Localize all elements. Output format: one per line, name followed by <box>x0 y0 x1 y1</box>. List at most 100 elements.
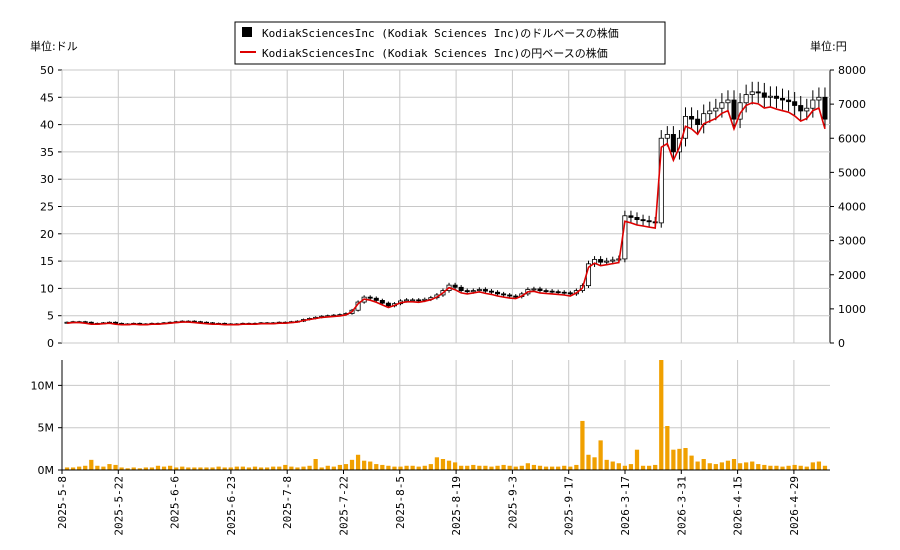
volume-bar <box>240 466 245 470</box>
x-tick-label: 2026-4-29 <box>788 476 801 536</box>
x-tick-label: 2025-8-19 <box>450 476 463 536</box>
price-tick-label: 15 <box>40 255 54 268</box>
volume-bar <box>155 465 161 470</box>
volume-bar <box>265 467 270 470</box>
volume-bar <box>64 467 70 470</box>
volume-bar <box>762 464 767 470</box>
price-tick-label: 35 <box>40 146 54 159</box>
volume-bar <box>307 465 312 470</box>
volume-bar <box>180 466 185 470</box>
candle-body <box>610 259 616 262</box>
candle-body <box>743 94 749 104</box>
volume-bar <box>574 464 579 470</box>
candle-body <box>749 91 755 95</box>
volume-bar <box>471 464 476 470</box>
candle-body <box>561 291 567 294</box>
volume-bar <box>174 467 179 470</box>
candle-body <box>452 284 458 288</box>
volume-bar <box>683 448 688 470</box>
volume-bar <box>452 462 458 470</box>
volume-bar <box>495 465 500 470</box>
candle-body <box>816 96 822 101</box>
x-tick-label: 2025-6-6 <box>169 476 182 529</box>
candle-body <box>773 95 779 99</box>
volume-bar <box>628 464 634 470</box>
volume-bar <box>234 466 239 470</box>
volume-bar <box>368 461 373 470</box>
volume-panel: 0M 5M 10M <box>31 360 830 477</box>
volume-bar <box>167 465 173 470</box>
volume-bar <box>477 465 482 470</box>
candle-body <box>695 118 701 125</box>
candle-body <box>628 215 634 218</box>
volume-bar <box>804 466 809 470</box>
candle-body <box>482 289 488 292</box>
yen-tick-label: 5000 <box>838 166 866 179</box>
candle-body <box>458 286 464 291</box>
volume-bar <box>459 465 464 470</box>
candle-body <box>385 302 391 307</box>
volume-bar <box>671 449 676 470</box>
candle-body <box>470 290 476 293</box>
volume-bar <box>519 465 524 470</box>
volume-bar <box>549 466 555 470</box>
candle-body <box>786 99 792 103</box>
volume-bar <box>410 465 415 470</box>
candle-body <box>761 92 767 98</box>
volume-tick-label: 5M <box>38 422 55 435</box>
candle-body <box>646 220 652 223</box>
candle-body <box>367 296 373 299</box>
volume-bar <box>198 467 203 470</box>
legend-box <box>234 21 666 65</box>
volume-bar <box>543 466 549 470</box>
volume-bar <box>404 465 409 470</box>
volume-bar <box>125 468 130 470</box>
volume-plot-area <box>62 360 830 470</box>
volume-bar <box>380 464 385 470</box>
volume-bar <box>580 420 585 470</box>
volume-bar <box>810 462 815 470</box>
volume-bar <box>337 464 343 470</box>
candle-body <box>670 134 676 153</box>
candle-body <box>507 294 513 297</box>
volume-bar <box>513 466 518 470</box>
price-tick-label: 10 <box>40 282 54 295</box>
candle-body <box>464 290 470 293</box>
yen-tick-label: 4000 <box>838 201 866 214</box>
volume-bar <box>107 464 112 470</box>
volume-bar <box>634 449 640 470</box>
volume-bar <box>610 461 615 470</box>
price-tick-label: 0 <box>47 337 54 350</box>
volume-bar <box>798 465 803 470</box>
price-panel: 0 5 10 15 20 25 30 35 40 45 50 0 1000 2000 3000 4000 500… <box>40 64 866 350</box>
volume-bar <box>289 466 294 470</box>
volume-bar <box>325 465 330 470</box>
volume-bar <box>392 466 397 470</box>
candle-body <box>495 291 501 295</box>
yen-tick-label: 1000 <box>838 303 866 316</box>
volume-bar <box>277 466 282 470</box>
volume-tick-label: 0M <box>38 464 55 477</box>
volume-bar <box>222 467 227 470</box>
yen-tick-label: 3000 <box>838 235 866 248</box>
volume-bar <box>562 465 567 470</box>
volume-bar <box>750 461 755 470</box>
volume-bar <box>556 466 561 470</box>
volume-bar <box>822 465 828 470</box>
volume-bar <box>568 466 573 470</box>
price-tick-label: 25 <box>40 201 54 214</box>
volume-bar <box>780 466 785 470</box>
volume-bar <box>246 467 252 470</box>
candle-body <box>780 97 786 101</box>
candle-body <box>501 293 507 296</box>
x-tick-label: 2025-9-17 <box>563 476 576 536</box>
candle-body <box>598 259 604 263</box>
volume-bar <box>604 459 609 470</box>
candle-body <box>549 290 555 293</box>
candle-body <box>634 217 640 221</box>
yen-price-line <box>66 101 826 326</box>
volume-bar <box>695 461 700 470</box>
volume-bar <box>440 459 446 470</box>
volume-bar <box>301 466 306 470</box>
candle-body <box>731 99 737 120</box>
